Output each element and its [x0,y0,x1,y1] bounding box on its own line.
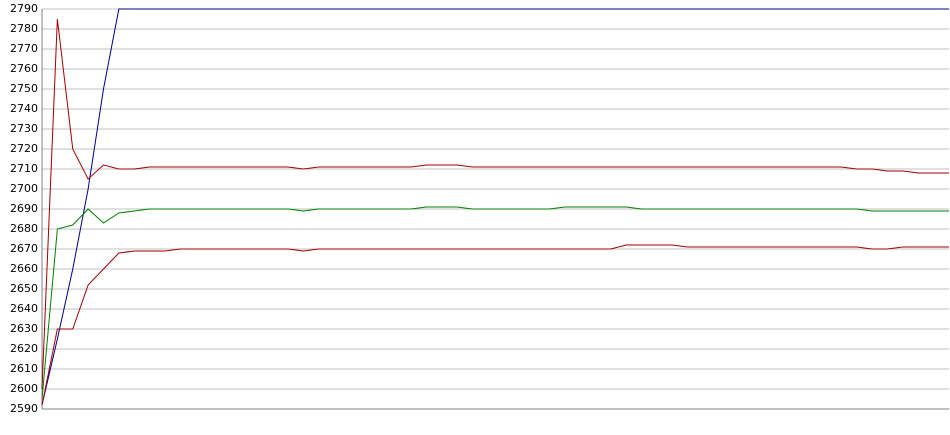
series-line [41,206,949,400]
y-tick-label: 2770 [10,42,38,55]
y-tick-label: 2650 [10,282,38,295]
y-tick-label: 2750 [10,82,38,95]
y-tick-label: 2710 [10,162,38,175]
y-tick-label: 2790 [10,2,38,15]
y-tick-label: 2760 [10,62,38,75]
y-tick-label: 2720 [10,142,38,155]
series-line [41,244,949,406]
y-tick-label: 2680 [10,222,38,235]
y-tick-label: 2640 [10,302,38,315]
y-tick-label: 2780 [10,22,38,35]
series-line [41,8,949,406]
y-tick-label: 2660 [10,262,38,275]
y-tick-label: 2630 [10,322,38,335]
series-line [41,18,949,390]
y-tick-label: 2740 [10,102,38,115]
y-tick-label: 2690 [10,202,38,215]
y-tick-label: 2590 [10,402,38,415]
y-tick-label: 2700 [10,182,38,195]
y-tick-label: 2730 [10,122,38,135]
y-tick-label: 2600 [10,382,38,395]
y-tick-label: 2610 [10,362,38,375]
y-tick-label: 2620 [10,342,38,355]
y-tick-label: 2670 [10,242,38,255]
